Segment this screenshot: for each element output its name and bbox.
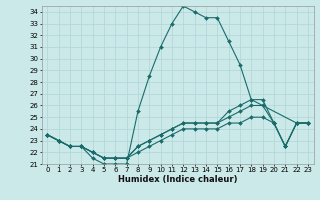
X-axis label: Humidex (Indice chaleur): Humidex (Indice chaleur) [118, 175, 237, 184]
